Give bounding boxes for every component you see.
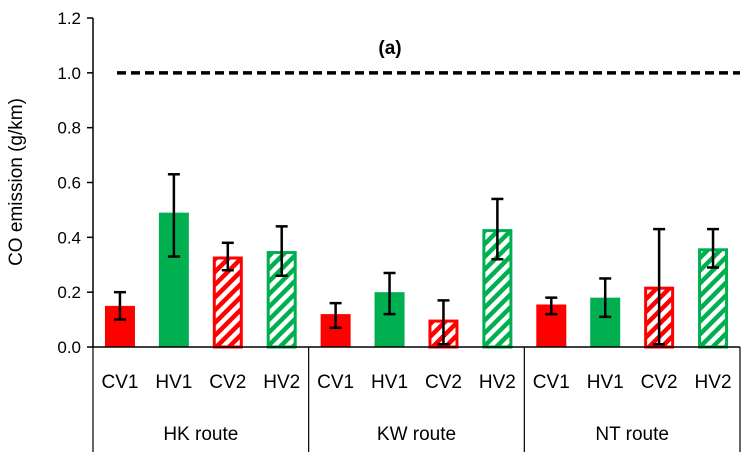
y-tick-label: 0.4 xyxy=(57,228,81,247)
category-label: CV1 xyxy=(533,372,570,393)
category-label: CV1 xyxy=(317,372,354,393)
group-label: NT route xyxy=(595,424,669,445)
category-label: HV2 xyxy=(479,372,516,393)
group-label: HK route xyxy=(163,424,238,445)
category-label: HV2 xyxy=(263,372,300,393)
category-label: HV1 xyxy=(371,372,408,393)
category-label: CV2 xyxy=(209,372,246,393)
y-tick-label: 0.2 xyxy=(57,283,81,302)
y-tick-label: 0.6 xyxy=(57,174,81,193)
y-axis-label: CO emission (g/km) xyxy=(6,98,27,266)
y-tick-label: 0.0 xyxy=(57,338,81,357)
category-label: CV2 xyxy=(641,372,678,393)
chart-title: (a) xyxy=(378,38,401,59)
y-tick-label: 1.2 xyxy=(57,9,81,28)
category-label: HV1 xyxy=(155,372,192,393)
y-tick-label: 0.8 xyxy=(57,119,81,138)
category-label: HV1 xyxy=(587,372,624,393)
category-label: CV1 xyxy=(101,372,138,393)
category-label: HV2 xyxy=(695,372,732,393)
category-label: CV2 xyxy=(425,372,462,393)
group-label: KW route xyxy=(377,424,456,445)
y-tick-label: 1.0 xyxy=(57,64,81,83)
